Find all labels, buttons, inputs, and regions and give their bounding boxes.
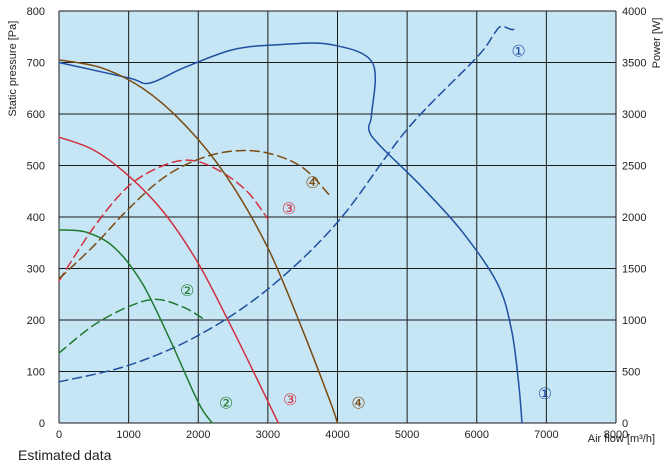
series-line-3-power — [58, 159, 269, 282]
y-tick-label: 300 — [27, 264, 45, 276]
tick-labels: 0 1000 2000 3000 4000 5000 6000 7000 80000100200… — [27, 6, 647, 441]
series-line-3-pressure — [58, 136, 280, 424]
curve-marker-3: ③ — [282, 201, 296, 218]
x-tick-label: 1000 — [116, 429, 140, 441]
curve-marker-1: ① — [511, 44, 525, 61]
y2-tick-label: 0 — [622, 418, 628, 430]
curve-marker-4: ④ — [351, 395, 365, 412]
y-axis-title: Static pressure [Pa] — [7, 21, 19, 117]
series-line-2-pressure — [58, 229, 213, 424]
y-tick-label: 600 — [27, 109, 45, 121]
y2-tick-label: 2500 — [622, 161, 646, 173]
series-line-4-power — [58, 149, 332, 280]
curve-marker-2: ② — [180, 283, 194, 300]
x-tick-label: 2000 — [186, 429, 210, 441]
y2-tick-label: 3500 — [622, 58, 646, 70]
y2-tick-label: 2000 — [622, 212, 646, 224]
x-tick-label: 4000 — [325, 429, 349, 441]
x-tick-label: 0 — [56, 429, 62, 441]
x-tick-label: 6000 — [465, 429, 489, 441]
y-tick-label: 400 — [27, 212, 45, 224]
series-line-4-pressure — [58, 59, 339, 424]
curve-marker-2: ② — [219, 395, 233, 412]
y2-axis-title: Power [W] — [651, 18, 663, 69]
y-tick-label: 0 — [39, 418, 45, 430]
x-tick-label: 7000 — [534, 429, 558, 441]
y-tick-label: 500 — [27, 161, 45, 173]
y-tick-label: 100 — [27, 367, 45, 379]
y-tick-label: 800 — [27, 6, 45, 18]
curve-marker-4: ④ — [305, 175, 319, 192]
series-line-2-power — [58, 298, 206, 354]
y-tick-label: 200 — [27, 315, 45, 327]
x-tick-label: 5000 — [395, 429, 419, 441]
y2-tick-label: 500 — [622, 367, 640, 379]
y2-tick-label: 4000 — [622, 6, 646, 18]
y2-tick-label: 3000 — [622, 109, 646, 121]
x-axis-title: Air flow [m³/h] — [588, 433, 655, 445]
x-tick-label: 8000 — [604, 429, 628, 441]
series-group — [58, 25, 523, 424]
x-axis-title-part: Air flow [m³ — [588, 433, 643, 445]
x-tick-label: 3000 — [256, 429, 280, 441]
series-line-1-power — [58, 25, 516, 383]
grid-lines — [58, 10, 617, 424]
y2-tick-label: 1500 — [622, 264, 646, 276]
curve-marker-3: ③ — [283, 392, 297, 409]
y-tick-label: 700 — [27, 58, 45, 70]
x-axis-title-part: /h] — [643, 433, 655, 445]
y2-tick-label: 1000 — [622, 315, 646, 327]
series-line-1-pressure — [58, 42, 523, 424]
curve-marker-1: ① — [538, 386, 552, 403]
estimated-data-note: Estimated data — [18, 447, 112, 463]
